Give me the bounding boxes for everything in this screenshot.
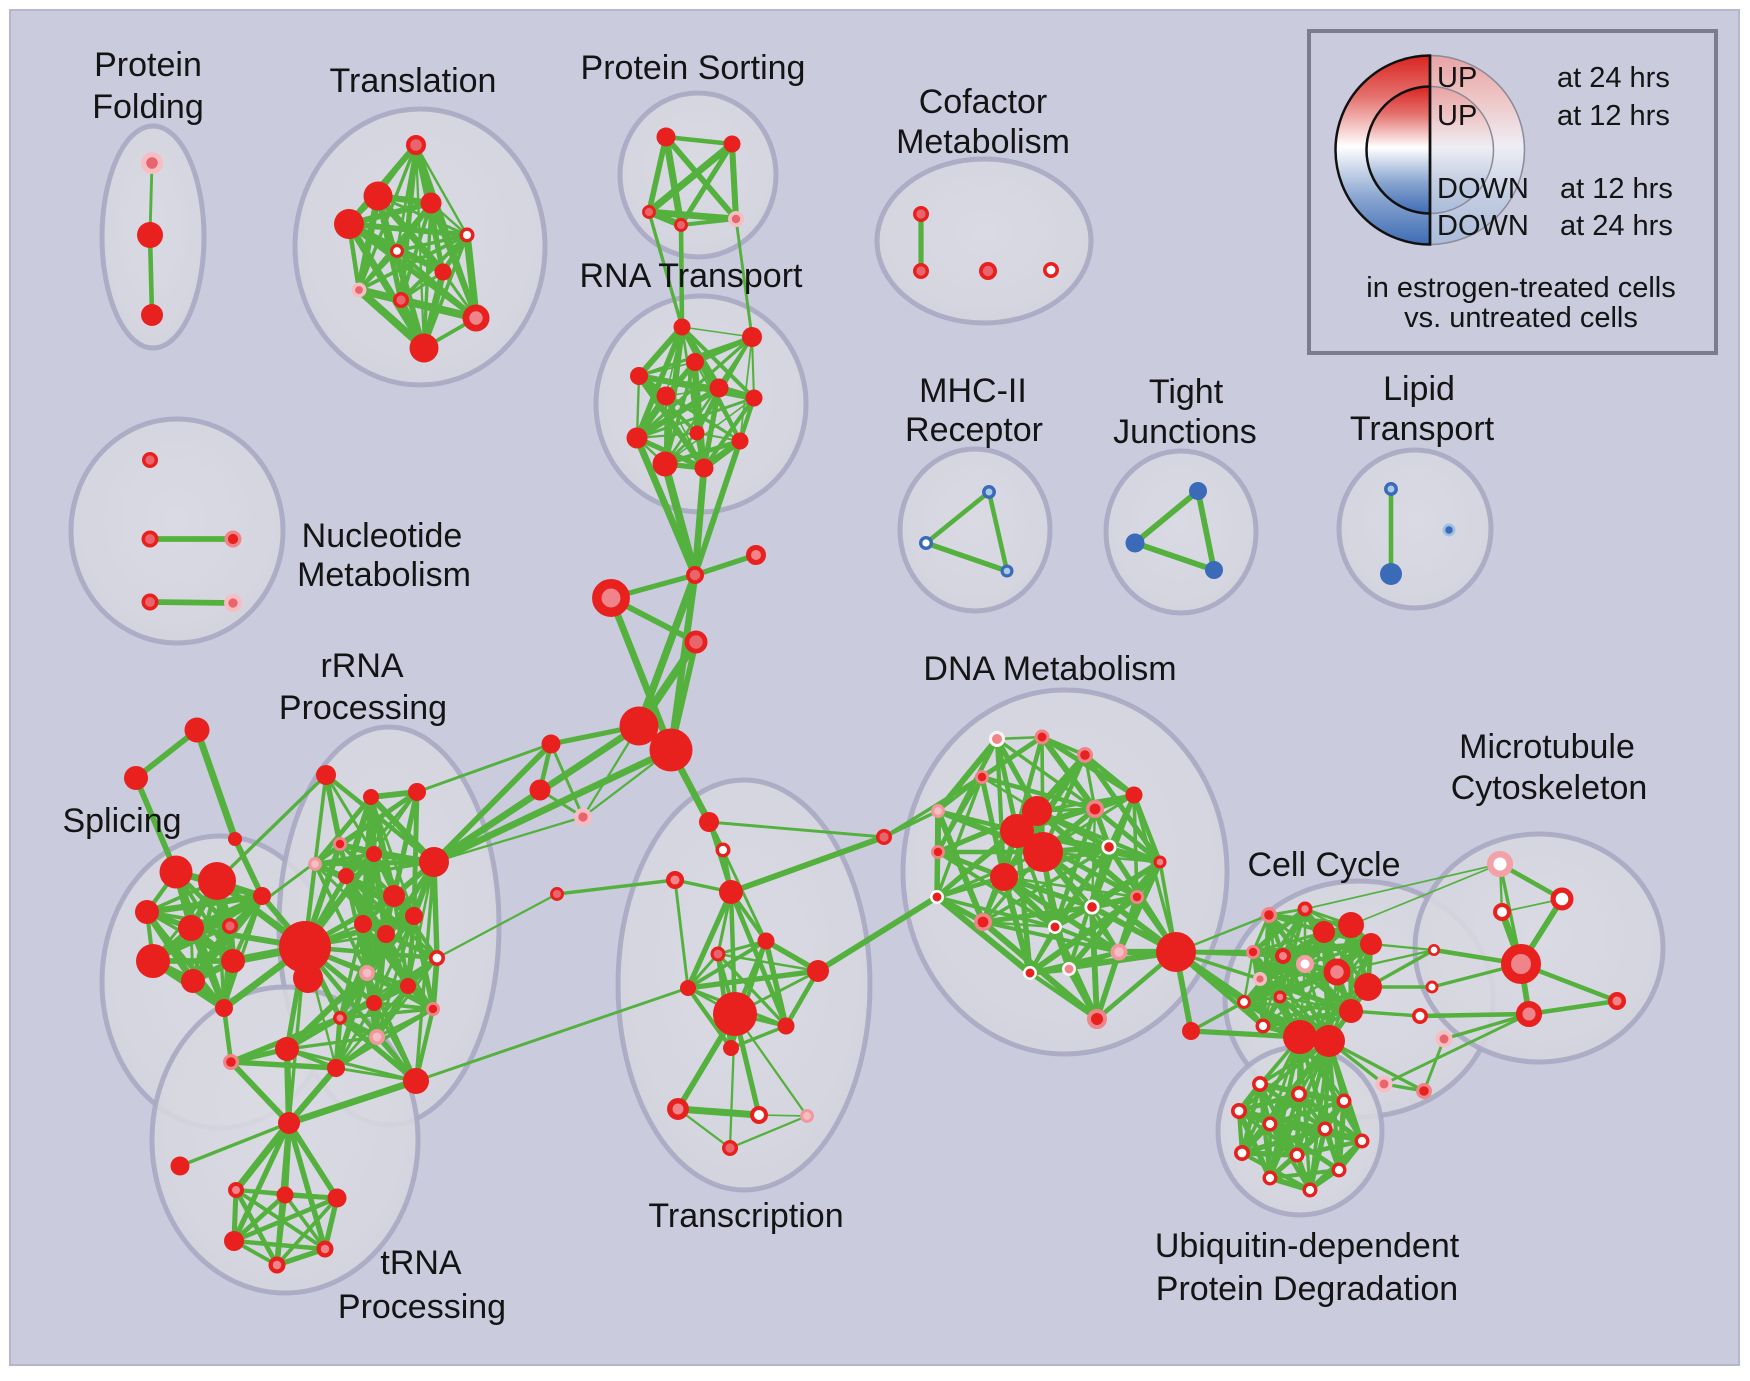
svg-text:in estrogen-treated cells: in estrogen-treated cells — [1366, 272, 1676, 304]
svg-text:Splicing: Splicing — [62, 802, 181, 840]
svg-text:UP: UP — [1437, 62, 1477, 94]
svg-text:Translation: Translation — [330, 62, 497, 100]
svg-text:Receptor: Receptor — [905, 411, 1043, 449]
svg-text:Tight: Tight — [1149, 373, 1224, 411]
svg-text:tRNA: tRNA — [380, 1244, 462, 1282]
svg-text:Cell Cycle: Cell Cycle — [1247, 846, 1400, 884]
svg-text:Microtubule: Microtubule — [1459, 728, 1635, 766]
svg-text:Transport: Transport — [1350, 410, 1495, 448]
svg-text:Protein Sorting: Protein Sorting — [581, 49, 806, 87]
svg-text:Transcription: Transcription — [648, 1197, 843, 1235]
svg-text:DOWN: DOWN — [1437, 210, 1529, 242]
svg-text:Protein Degradation: Protein Degradation — [1156, 1270, 1458, 1308]
svg-text:Cofactor: Cofactor — [919, 83, 1048, 121]
svg-text:vs. untreated cells: vs. untreated cells — [1404, 302, 1638, 334]
svg-text:at 24 hrs: at 24 hrs — [1560, 210, 1673, 242]
svg-text:Metabolism: Metabolism — [896, 123, 1070, 161]
svg-text:Ubiquitin-dependent: Ubiquitin-dependent — [1155, 1227, 1460, 1265]
svg-text:Junctions: Junctions — [1113, 413, 1257, 451]
svg-text:at 12 hrs: at 12 hrs — [1560, 173, 1673, 205]
svg-text:Nucleotide: Nucleotide — [302, 517, 463, 555]
svg-text:Lipid: Lipid — [1383, 370, 1455, 408]
svg-text:MHC-II: MHC-II — [919, 372, 1027, 410]
svg-text:Processing: Processing — [338, 1288, 506, 1326]
svg-text:Cytoskeleton: Cytoskeleton — [1451, 769, 1648, 807]
svg-text:RNA Transport: RNA Transport — [580, 257, 804, 295]
svg-text:Folding: Folding — [92, 88, 204, 126]
svg-text:DOWN: DOWN — [1437, 173, 1529, 205]
svg-text:Processing: Processing — [279, 689, 447, 727]
svg-text:at 12 hrs: at 12 hrs — [1557, 100, 1670, 132]
svg-text:Metabolism: Metabolism — [297, 556, 471, 594]
svg-text:DNA Metabolism: DNA Metabolism — [923, 650, 1176, 688]
svg-text:Protein: Protein — [94, 46, 202, 84]
svg-text:rRNA: rRNA — [320, 647, 403, 685]
svg-text:UP: UP — [1437, 100, 1477, 132]
svg-text:at 24 hrs: at 24 hrs — [1557, 62, 1670, 94]
